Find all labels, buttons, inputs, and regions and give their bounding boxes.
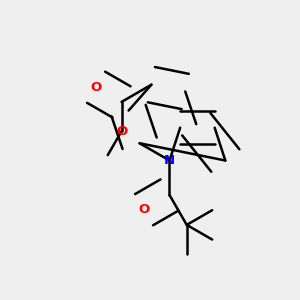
Text: O: O xyxy=(116,125,127,138)
Text: N: N xyxy=(164,154,175,167)
Text: O: O xyxy=(139,203,150,216)
Text: O: O xyxy=(91,81,102,94)
